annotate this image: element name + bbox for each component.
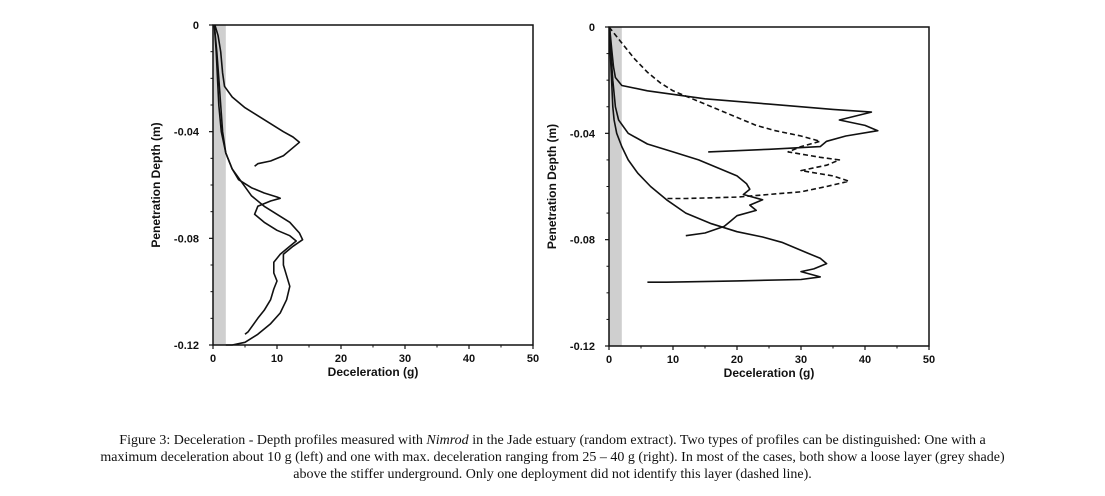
- y-tick-label: -0.04: [174, 127, 200, 139]
- y-tick-label: -0.12: [570, 341, 595, 353]
- caption-line-3-pre: above the stiffer underground. Only one …: [293, 467, 812, 482]
- x-tick-label: 20: [731, 354, 743, 366]
- profile-line-2-dashed: [608, 26, 850, 200]
- caption-line-1-post: in the Jade estuary (random extract). Tw…: [468, 433, 986, 448]
- x-tick-label: 0: [606, 354, 612, 366]
- y-tick-label: -0.08: [570, 235, 595, 247]
- caption-line-1-pre: Figure 3: Deceleration - Depth profiles …: [119, 433, 427, 448]
- y-tick-label: -0.04: [570, 128, 596, 140]
- x-tick-label: 50: [527, 353, 539, 365]
- x-tick-label: 40: [859, 354, 871, 366]
- x-tick-label: 30: [399, 353, 411, 365]
- caption-line-3: above the stiffer underground. Only one …: [20, 466, 1085, 483]
- x-tick-label: 0: [210, 353, 216, 365]
- x-tick-label: 20: [335, 353, 347, 365]
- x-axis-label: Deceleration (g): [724, 366, 815, 380]
- profile-line-1: [214, 24, 301, 167]
- profile-line-3: [608, 26, 764, 237]
- loose-layer-band: [213, 25, 226, 345]
- x-tick-label: 10: [667, 354, 679, 366]
- profile-line-4: [608, 26, 828, 283]
- profile-line-3: [213, 24, 304, 346]
- chart-left: 0 10 20 30 40 50 0 -0.04 -0.08 -0.12 Deceleration …: [149, 20, 539, 379]
- x-tick-label: 10: [271, 353, 283, 365]
- y-tick-label: -0.12: [174, 340, 199, 352]
- x-axis-label: Deceleration (g): [328, 365, 419, 379]
- y-axis-label: Penetration Depth (m): [545, 124, 559, 249]
- y-tick-label: 0: [193, 20, 199, 32]
- y-axis-label: Penetration Depth (m): [149, 122, 163, 247]
- caption-line-1: Figure 3: Deceleration - Depth profiles …: [20, 432, 1085, 449]
- plot-frame: [212, 24, 534, 346]
- profile-line-1: [608, 26, 879, 153]
- x-tick-label: 50: [923, 354, 935, 366]
- plot-frame: [608, 26, 930, 347]
- y-tick-label: 0: [589, 22, 595, 34]
- figure-caption: Figure 3: Deceleration - Depth profiles …: [20, 432, 1085, 483]
- profile-line-2: [213, 24, 297, 335]
- caption-line-2: maximum deceleration about 10 g (left) a…: [20, 449, 1085, 466]
- caption-line-2-pre: maximum deceleration about 10 g (left) a…: [100, 450, 1005, 465]
- caption-line-1-em: Nimrod: [426, 433, 469, 448]
- x-tick-label: 40: [463, 353, 475, 365]
- chart-right: 0 10 20 30 40 50 0 -0.04 -0.08 -0.12 Deceleration …: [545, 22, 935, 380]
- y-tick-label: -0.08: [174, 233, 199, 245]
- x-tick-label: 30: [795, 354, 807, 366]
